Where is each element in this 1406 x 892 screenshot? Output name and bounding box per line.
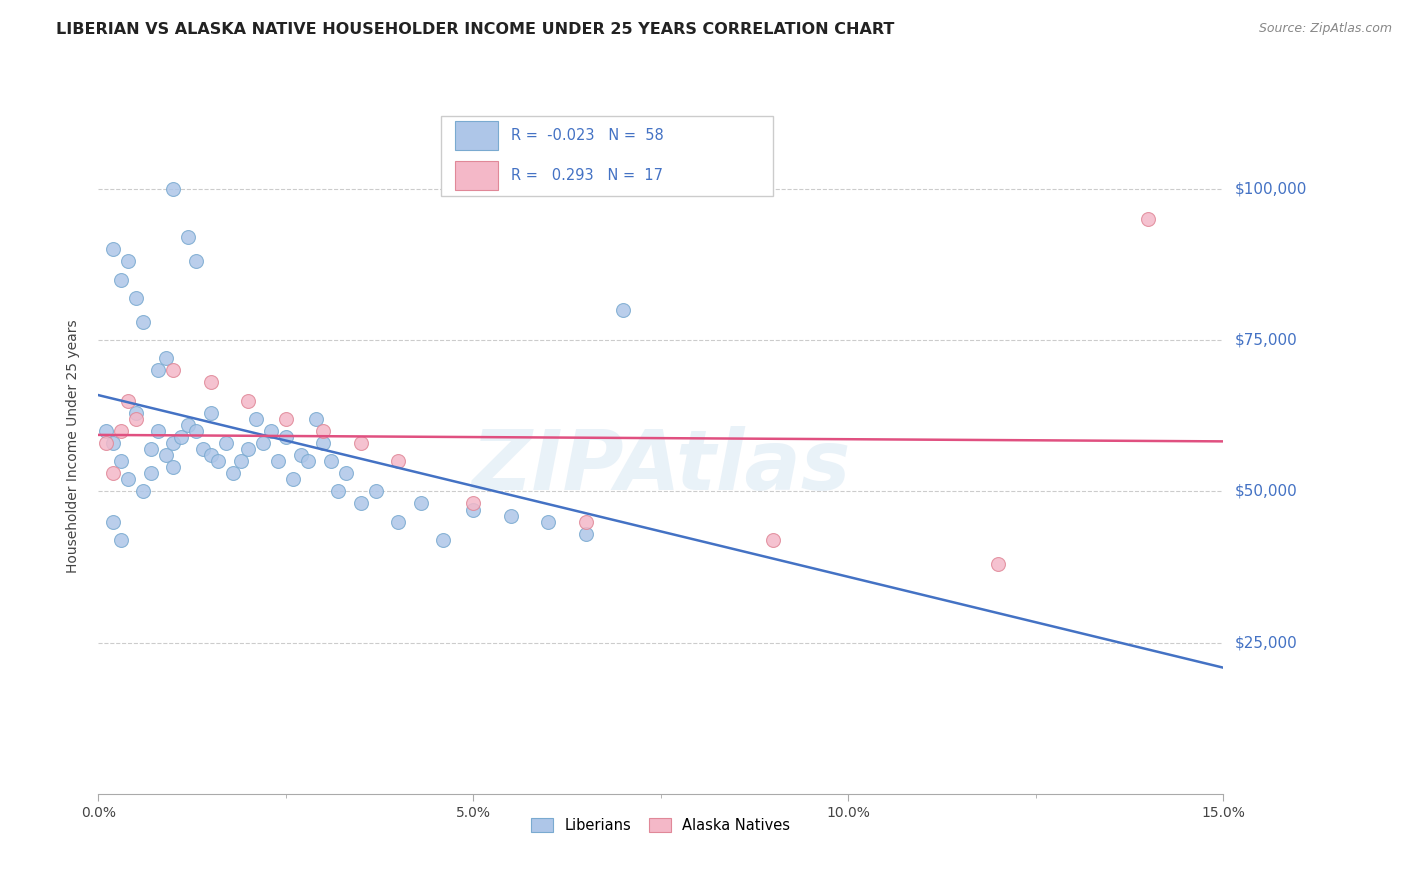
Point	[432, 533, 454, 547]
Point	[200, 406, 222, 420]
Point	[387, 454, 409, 468]
Text: Source: ZipAtlas.com: Source: ZipAtlas.com	[1258, 22, 1392, 36]
Point	[117, 254, 139, 268]
Point	[335, 467, 357, 481]
Point	[110, 272, 132, 286]
Point	[94, 436, 117, 450]
Point	[125, 291, 148, 305]
Point	[139, 442, 162, 456]
Point	[409, 496, 432, 510]
Point	[117, 472, 139, 486]
Point	[1137, 212, 1160, 227]
Point	[162, 460, 184, 475]
Text: $75,000: $75,000	[1234, 333, 1298, 348]
Point	[139, 467, 162, 481]
Point	[103, 436, 125, 450]
Text: LIBERIAN VS ALASKA NATIVE HOUSEHOLDER INCOME UNDER 25 YEARS CORRELATION CHART: LIBERIAN VS ALASKA NATIVE HOUSEHOLDER IN…	[56, 22, 894, 37]
Point	[162, 363, 184, 377]
Text: $25,000: $25,000	[1234, 635, 1298, 650]
Point	[463, 502, 485, 516]
Point	[103, 467, 125, 481]
Point	[200, 448, 222, 462]
Point	[162, 182, 184, 196]
Point	[103, 515, 125, 529]
Point	[125, 411, 148, 425]
Point	[177, 230, 200, 244]
Point	[274, 411, 297, 425]
Point	[200, 376, 222, 390]
Point	[155, 448, 177, 462]
Point	[110, 533, 132, 547]
Point	[987, 557, 1010, 571]
Point	[215, 436, 238, 450]
FancyBboxPatch shape	[441, 116, 773, 195]
Point	[260, 424, 283, 438]
Text: $100,000: $100,000	[1234, 181, 1306, 196]
Point	[575, 526, 598, 541]
Bar	[456, 161, 498, 190]
Point	[290, 448, 312, 462]
Point	[274, 430, 297, 444]
Point	[245, 411, 267, 425]
Text: ZIPAtlas: ZIPAtlas	[471, 426, 851, 508]
Point	[162, 436, 184, 450]
Point	[364, 484, 387, 499]
Point	[238, 442, 260, 456]
Point	[312, 436, 335, 450]
Point	[305, 411, 328, 425]
Point	[184, 424, 207, 438]
Point	[110, 424, 132, 438]
Point	[499, 508, 522, 523]
Point	[94, 424, 117, 438]
Y-axis label: Householder Income Under 25 years: Householder Income Under 25 years	[66, 319, 80, 573]
Point	[537, 515, 560, 529]
Point	[170, 430, 193, 444]
Legend: Liberians, Alaska Natives: Liberians, Alaska Natives	[526, 812, 796, 838]
Point	[117, 393, 139, 408]
Point	[132, 315, 155, 329]
Point	[283, 472, 305, 486]
Point	[252, 436, 274, 450]
Point	[762, 533, 785, 547]
Point	[387, 515, 409, 529]
Bar	[456, 121, 498, 150]
Point	[267, 454, 290, 468]
Point	[103, 243, 125, 257]
Point	[148, 363, 170, 377]
Point	[612, 302, 634, 317]
Point	[132, 484, 155, 499]
Point	[463, 496, 485, 510]
Point	[177, 417, 200, 432]
Text: R =  -0.023   N =  58: R = -0.023 N = 58	[512, 128, 664, 143]
Point	[222, 467, 245, 481]
Point	[155, 351, 177, 366]
Point	[297, 454, 319, 468]
Text: $50,000: $50,000	[1234, 483, 1298, 499]
Point	[319, 454, 342, 468]
Point	[350, 496, 373, 510]
Point	[575, 515, 598, 529]
Point	[193, 442, 215, 456]
Point	[238, 393, 260, 408]
Point	[148, 424, 170, 438]
Text: R =   0.293   N =  17: R = 0.293 N = 17	[512, 168, 664, 183]
Point	[125, 406, 148, 420]
Point	[229, 454, 252, 468]
Point	[110, 454, 132, 468]
Point	[328, 484, 350, 499]
Point	[184, 254, 207, 268]
Point	[350, 436, 373, 450]
Point	[312, 424, 335, 438]
Point	[207, 454, 229, 468]
